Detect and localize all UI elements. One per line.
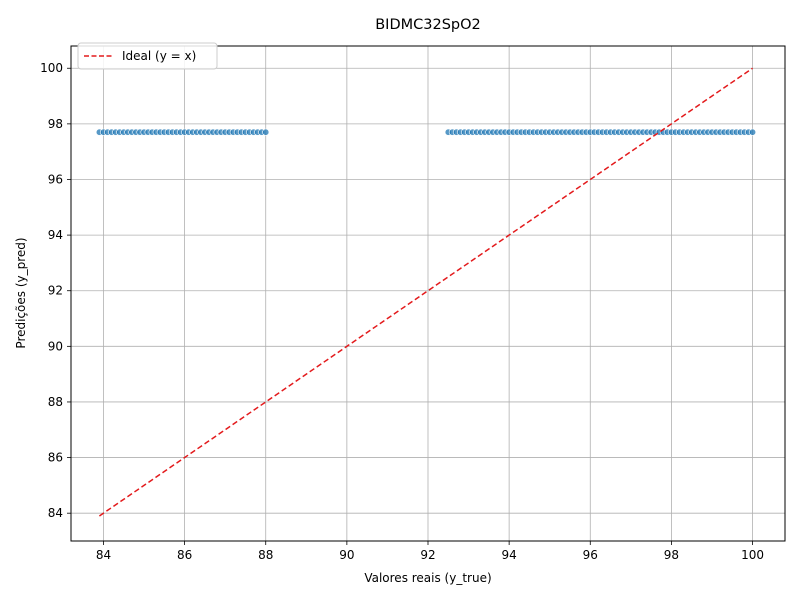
y-tick-label: 90 [48,339,63,353]
scatter-point [262,128,270,136]
legend-box [77,42,218,70]
ideal-line [98,67,753,517]
x-axis: 84 86 88 90 92 94 96 98 100 [96,541,764,562]
y-tick-label: 88 [48,395,63,409]
x-axis-label: Valores reais (y_true) [364,571,491,585]
x-tick-label: 90 [339,548,354,562]
x-tick-label: 100 [741,548,764,562]
x-tick-label: 86 [177,548,192,562]
x-tick-label: 98 [664,548,679,562]
x-tick-label: 92 [420,548,435,562]
series-layer [95,67,757,517]
y-tick-label: 94 [48,228,63,242]
y-tick-label: 98 [48,117,63,131]
scatter-point [749,128,757,136]
y-tick-label: 96 [48,172,63,186]
y-tick-label: 100 [40,61,63,75]
chart-title: BIDMC32SpO2 [375,17,481,33]
y-tick-label: 92 [48,284,63,298]
y-tick-label: 86 [48,451,63,465]
legend-label-ideal: Ideal (y = x) [122,49,196,63]
x-tick-label: 88 [258,548,273,562]
grid [71,46,785,541]
y-axis: 84 86 88 90 92 94 96 98 100 [40,61,71,520]
y-axis-label: Predições (y_pred) [14,237,28,348]
legend: Ideal (y = x) [77,42,218,70]
x-tick-label: 96 [583,548,598,562]
y-tick-label: 84 [48,506,63,520]
x-tick-label: 94 [501,548,516,562]
x-tick-label: 84 [96,548,111,562]
